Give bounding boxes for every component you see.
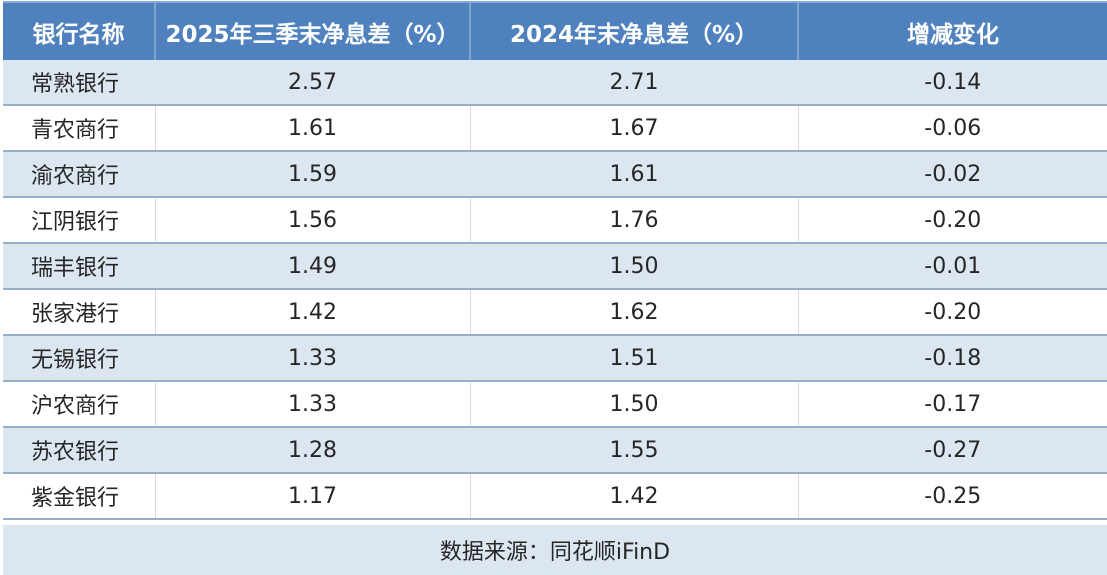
nim-2024-cell: 1.50 (469, 381, 798, 427)
table-row: 常熟银行 2.57 2.71 -0.14 (3, 60, 1107, 105)
change-cell: -0.20 (797, 289, 1107, 335)
nim-2025q3-cell: 1.61 (154, 105, 470, 151)
bank-name-cell: 沪农商行 (31, 394, 120, 419)
header-cell-change: 增减变化 (797, 1, 1107, 60)
bank-name-cell: 常熟银行 (31, 72, 120, 97)
table-row: 青农商行 1.61 1.67 -0.06 (3, 105, 1107, 151)
data-source-text: 数据来源：同花顺iFinD (439, 540, 671, 565)
change-cell: -0.18 (924, 345, 982, 371)
bank-name-cell: 苏农银行 (31, 440, 120, 465)
change-cell: -0.02 (924, 161, 982, 187)
nim-2025q3-cell: 1.59 (288, 161, 337, 187)
change-cell: -0.27 (924, 437, 982, 463)
change-cell: -0.14 (924, 69, 982, 95)
nim-comparison-table: 银行名称 2025年三季末净息差（%） 2024年末净息差（%） 增减变化 常熟… (3, 1, 1107, 520)
table-row: 瑞丰银行 1.49 1.50 -0.01 (3, 243, 1107, 289)
change-cell: -0.25 (797, 473, 1107, 519)
table-row: 沪农商行 1.33 1.50 -0.17 (3, 381, 1107, 427)
table-row: 无锡银行 1.33 1.51 -0.18 (3, 335, 1107, 381)
bank-name-cell: 紫金银行 (31, 486, 120, 511)
table-body: 常熟银行 2.57 2.71 -0.14 青农商行 1.61 1.67 -0.0… (3, 60, 1107, 519)
nim-2024-cell: 1.50 (609, 253, 659, 279)
nim-2025q3-cell: 1.56 (154, 197, 470, 243)
table-row: 苏农银行 1.28 1.55 -0.27 (3, 427, 1107, 473)
header-cell-nim-2024: 2024年末净息差（%） (469, 1, 798, 60)
table-row: 江阴银行 1.56 1.76 -0.20 (3, 197, 1107, 243)
nim-2024-cell: 1.55 (609, 437, 659, 463)
nim-2025q3-cell: 1.28 (288, 437, 337, 463)
change-cell: -0.06 (797, 105, 1107, 151)
nim-2025q3-cell: 1.17 (154, 473, 470, 519)
nim-2024-cell: 1.61 (609, 161, 659, 187)
table-row: 紫金银行 1.17 1.42 -0.25 (3, 473, 1107, 519)
nim-2025q3-cell: 1.42 (154, 289, 470, 335)
bank-name-cell: 青农商行 (31, 118, 120, 143)
header-cell-bank-name: 银行名称 (3, 1, 155, 60)
nim-2025q3-cell: 2.57 (288, 69, 337, 95)
header-row: 银行名称 2025年三季末净息差（%） 2024年末净息差（%） 增减变化 (3, 1, 1107, 60)
nim-2024-cell: 1.42 (469, 473, 798, 519)
change-cell: -0.20 (797, 197, 1107, 243)
nim-2025q3-cell: 1.49 (288, 253, 337, 279)
nim-2024-cell: 1.67 (469, 105, 798, 151)
bank-name-cell: 无锡银行 (31, 348, 120, 373)
bank-name-cell: 江阴银行 (31, 210, 120, 235)
bank-name-cell: 张家港行 (31, 302, 120, 327)
nim-2025q3-cell: 1.33 (154, 381, 470, 427)
table-row: 渝农商行 1.59 1.61 -0.02 (3, 151, 1107, 197)
nim-2024-cell: 2.71 (609, 69, 659, 95)
nim-2024-cell: 1.62 (469, 289, 798, 335)
table-row: 张家港行 1.42 1.62 -0.20 (3, 289, 1107, 335)
nim-2024-cell: 1.76 (469, 197, 798, 243)
change-cell: -0.17 (797, 381, 1107, 427)
nim-2024-cell: 1.51 (609, 345, 659, 371)
change-cell: -0.01 (924, 253, 982, 279)
table-header: 银行名称 2025年三季末净息差（%） 2024年末净息差（%） 增减变化 (3, 1, 1107, 60)
header-cell-nim-2025q3: 2025年三季末净息差（%） (154, 1, 470, 60)
data-source-bar: 数据来源：同花顺iFinD (3, 525, 1107, 575)
nim-2025q3-cell: 1.33 (288, 345, 337, 371)
bank-name-cell: 渝农商行 (31, 164, 120, 189)
bank-name-cell: 瑞丰银行 (31, 256, 120, 281)
